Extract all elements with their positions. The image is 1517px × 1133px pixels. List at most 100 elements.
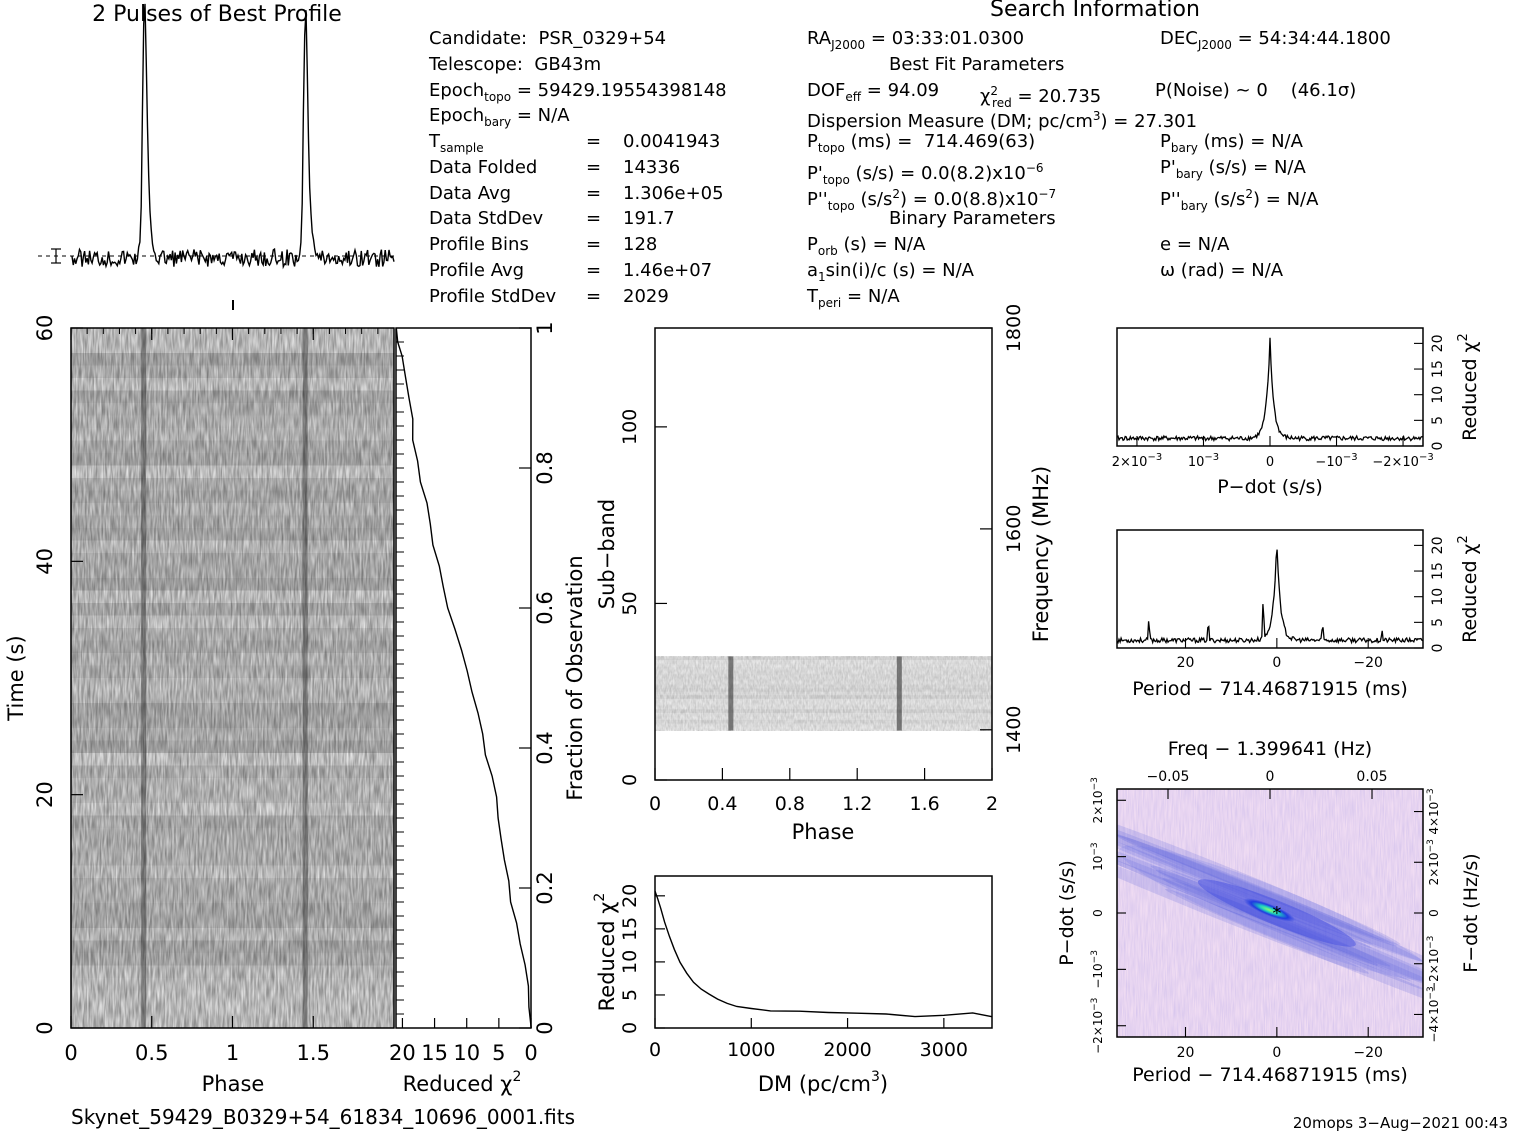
time-phase-xtick: 1 (226, 1041, 239, 1065)
subband-row (655, 663, 992, 667)
period-pdot-ridge (1117, 809, 1423, 1025)
epoch-topo-row: Epochtopo = 59429.19554398148 (429, 80, 727, 105)
dof-row: DOFeff = 94.09 (807, 80, 940, 105)
period-pdot-streak (1155, 869, 1423, 1006)
period-pdot-x2tick: −0.05 (1147, 769, 1190, 785)
pdot-chi2-ylabel: Reduced χ2 (1456, 333, 1481, 441)
period-pdot-map: * (1117, 809, 1423, 1025)
subband-phase-y2label: Frequency (MHz) (1029, 466, 1053, 642)
period-pdot-x2tick: 0 (1266, 769, 1275, 785)
time-chi2-plot: 20 15 10 5 000.20.40.60.81 (389, 321, 557, 1065)
candidate-label: Candidate: (429, 28, 528, 49)
time-chi2-xtick: 20 (389, 1041, 416, 1065)
pdot-chi2-xtick: −10−3 (1315, 452, 1357, 470)
p-noise-row: P(Noise) ~ 0 (46.1σ) (1155, 80, 1357, 101)
period-pdot-streak (1117, 809, 1374, 945)
period-pdot-streak (1117, 825, 1423, 962)
time-phase-xtick: 0.5 (135, 1041, 168, 1065)
subband-phase-frame (654, 327, 993, 781)
subband-phase-ylabel: Sub−band (595, 499, 619, 609)
time-phase-ytick: 20 (33, 781, 57, 808)
dm-chi2-xtick: 2000 (823, 1039, 871, 1061)
period-chi2-frame (1116, 529, 1424, 649)
period-pdot-x2tick: 0.05 (1356, 769, 1387, 785)
pdot-chi2-xtick: −2×10−3 (1372, 452, 1433, 470)
period_chi2-ytick: 5 (1430, 618, 1446, 627)
subband-row (655, 716, 992, 720)
period-pdot-streak (1117, 846, 1412, 982)
pd-topo-row: P'topo (s/s) = 0.0(8.2)x10−6 (807, 161, 1044, 187)
subband-row (655, 670, 992, 674)
dm-chi2-ytick: 5 (619, 989, 641, 1001)
time-chi2-line (395, 327, 532, 1029)
data-folded-value: 14336 (623, 157, 681, 178)
pdot_chi2-ytick: 15 (1430, 360, 1446, 378)
porb-row: Porb (s) = N/A (807, 234, 926, 259)
subband-xtick: 1.2 (842, 793, 872, 815)
time-chi2-ytick: 0.4 (533, 731, 557, 764)
pdot-chi2-plot: 0 5 10 15 20 2×10−3 10−3 0 −10−3 −2×10−3 (1112, 334, 1446, 470)
profile-bins-label: Profile Bins (429, 234, 529, 255)
profile-avg-eq: = (586, 260, 602, 281)
period-chi2-xtick: 20 (1177, 655, 1195, 671)
time-chi2-xlabel: Reduced χ2 (403, 1069, 522, 1096)
dm-chi2-xtick: 0 (649, 1039, 661, 1061)
dm-chi2-ytick: 15 (619, 917, 641, 941)
period-pdot-streak (1117, 809, 1401, 945)
period-pdot-y2tick: 2×10−3 (1426, 839, 1441, 885)
time-chi2-ytick: 0.6 (533, 591, 557, 624)
profile-avg-value: 1.46e+07 (623, 260, 713, 281)
pulse-profile-panel: 2 Pulses of Best Profile (38, 2, 395, 310)
subband-phase-axes: 0 0.4 0.8 1.2 1.6 2 0 50 100 1400 1600 1800 (619, 304, 1025, 815)
pd-bary-row: P'bary (s/s) = N/A (1160, 157, 1306, 182)
omega-row: ω (rad) = N/A (1160, 260, 1284, 281)
subband-phase-xlabel: Phase (792, 820, 855, 844)
subband-band-noise (655, 656, 992, 731)
pdot-chi2-xtick: 10−3 (1188, 452, 1219, 470)
time-chi2-xtick: 15 (421, 1041, 448, 1065)
subband-row (655, 702, 992, 706)
subband-xtick: 2 (986, 793, 998, 815)
subband-xtick: 0.8 (775, 793, 805, 815)
t-sample-row: Tsample (429, 131, 484, 156)
time-phase-xtick: 1.5 (297, 1041, 330, 1065)
period-pdot-streak (1117, 831, 1391, 967)
dm-chi2-ytick: 0 (619, 1022, 641, 1034)
period-pdot-streak (1117, 838, 1370, 974)
subband-phase-panel: 0 0.4 0.8 1.2 1.6 2 0 50 100 1400 1600 1800 Phase S… (595, 304, 1053, 844)
profile-stddev-value: 2029 (623, 286, 669, 307)
subband-y2tick: 1600 (1003, 505, 1025, 553)
ecc-row: e = N/A (1160, 234, 1230, 255)
time-phase-ytick: 40 (33, 548, 57, 575)
period-pdot-y2tick: 0 (1427, 909, 1441, 917)
subband-row (655, 712, 992, 717)
time-phase-xtick: 0 (64, 1041, 77, 1065)
period-chi2-xtick: −20 (1353, 655, 1383, 671)
period-pdot-x2label: Freq − 1.399641 (Hz) (1168, 738, 1372, 760)
period-pdot-ytick: −2×10−3 (1090, 998, 1105, 1054)
time-phase-ytick: 0 (33, 1021, 57, 1034)
data-stddev-eq: = (586, 208, 602, 229)
period-pdot-y2tick: −4×10−3 (1426, 986, 1441, 1042)
t-sample-eq: = (586, 131, 602, 152)
subband-phase-band (655, 656, 992, 731)
time-phase-ylabel: Time (s) (4, 635, 28, 721)
pdot-chi2-xtick: 0 (1266, 455, 1274, 470)
subband-pulse-track (896, 656, 902, 731)
period-pdot-streak (1117, 811, 1397, 947)
data-avg-eq: = (586, 183, 602, 204)
dm-chi2-ytick: 10 (619, 950, 641, 974)
subband-xtick: 1.6 (909, 793, 939, 815)
time-chi2-ytick: 0.2 (533, 871, 557, 904)
period-pdot-streak (1117, 834, 1423, 971)
binary-title: Binary Parameters (889, 208, 1056, 229)
pdd-topo-row: P''topo (s/s2) = 0.0(8.8)x10−7 (807, 187, 1057, 213)
pdot_chi2-ytick: 0 (1430, 442, 1446, 451)
subband-row (655, 684, 992, 689)
time-phase-ytick: 60 (33, 315, 57, 342)
time-chi2-ylabel: Fraction of Observation (563, 555, 587, 800)
data-stddev-label: Data StdDev (429, 208, 544, 229)
period-pdot-streak (1117, 830, 1379, 966)
time-chi2-xtick: 5 (492, 1041, 505, 1065)
